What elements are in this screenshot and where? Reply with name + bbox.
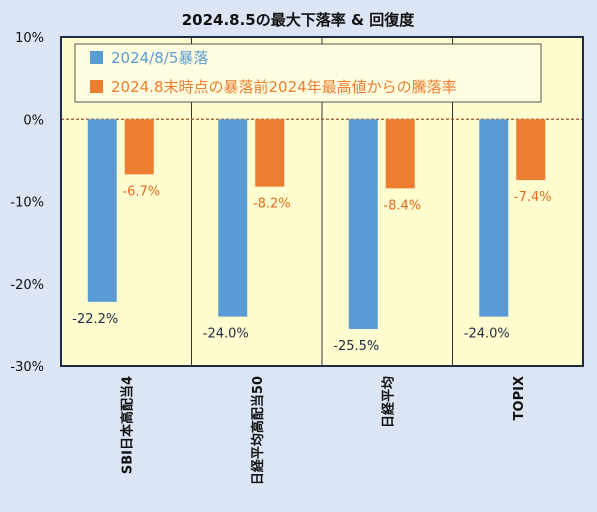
data-label: -22.2% — [72, 312, 118, 327]
bar-series-1 — [87, 119, 117, 302]
x-tick-label: TOPIX — [512, 376, 527, 420]
y-tick-label: 10% — [15, 31, 44, 46]
bar-series-2 — [255, 119, 285, 187]
bar-series-2 — [516, 119, 546, 181]
data-label: -6.7% — [122, 184, 160, 199]
y-tick-label: -20% — [10, 278, 44, 293]
legend-box — [74, 43, 542, 103]
bar-series-1 — [218, 119, 248, 317]
x-tick-label: SBI日本高配当4 — [119, 376, 135, 474]
y-tick-label: -10% — [10, 196, 44, 211]
data-label: -8.4% — [383, 198, 421, 213]
bar-series-1 — [348, 119, 378, 329]
x-tick-label: 日経平均 — [380, 376, 396, 428]
legend-swatch — [90, 80, 103, 93]
bar-series-2 — [124, 119, 154, 175]
data-label: -25.5% — [333, 339, 379, 354]
legend-label: 2024.8末時点の暴落前2024年最高値からの騰落率 — [111, 78, 457, 96]
legend-label: 2024/8/5暴落 — [111, 49, 208, 67]
data-label: -24.0% — [464, 327, 510, 342]
data-label: -7.4% — [514, 190, 552, 205]
bar-series-2 — [385, 119, 415, 189]
bar-series-1 — [479, 119, 509, 317]
legend-swatch — [90, 51, 103, 64]
plot-border — [60, 36, 584, 367]
chart-title: 2024.8.5の最大下落率 & 回復度 — [182, 11, 416, 29]
y-tick-label: -30% — [10, 360, 44, 375]
x-tick-label: 日経平均高配当50 — [250, 376, 266, 485]
data-label: -24.0% — [203, 327, 249, 342]
data-label: -8.2% — [253, 197, 291, 212]
y-tick-label: 0% — [23, 113, 44, 128]
